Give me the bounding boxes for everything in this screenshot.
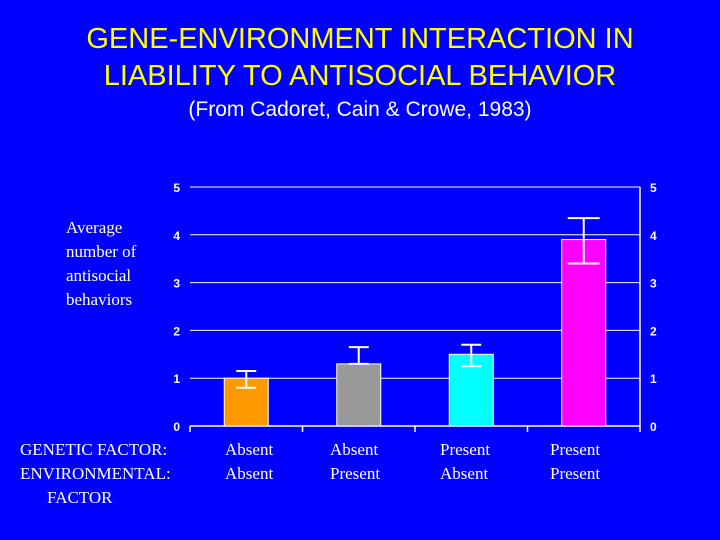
- environmental-factor-row-label: ENVIRONMENTAL:: [20, 464, 171, 483]
- y-tick-label-left: 3: [173, 277, 180, 291]
- chart-title-line-1: GENE-ENVIRONMENT INTERACTION IN: [86, 23, 634, 55]
- environmental-factor-row-label-cont: FACTOR: [47, 488, 113, 507]
- genetic-factor-row-label: GENETIC FACTOR:: [20, 440, 168, 459]
- category-label-1: Absent Absent: [225, 438, 305, 486]
- category-3-environmental-value: Absent: [440, 464, 489, 483]
- bar-2: [336, 363, 382, 427]
- y-tick-label-left: 0: [173, 420, 180, 434]
- y-tick-label-right: 1: [650, 372, 657, 386]
- category-label-3: Present Absent: [440, 438, 520, 486]
- y-tick-label-right: 0: [650, 420, 657, 434]
- category-1-environmental-value: Absent: [225, 464, 274, 483]
- y-tick-label-right: 5: [650, 181, 657, 195]
- y-tick-label-left: 5: [173, 181, 180, 195]
- y-tick-label-left: 2: [173, 324, 180, 338]
- bar-4: [561, 239, 607, 427]
- category-3-genetic-value: Present: [440, 440, 491, 459]
- y-tick-label-right: 3: [650, 277, 657, 291]
- category-4-genetic-value: Present: [550, 440, 601, 459]
- category-2-environmental-value: Present: [330, 464, 381, 483]
- chart-subtitle: (From Cadoret, Cain & Crowe, 1983): [188, 98, 532, 121]
- y-axis-label: Average number of antisocial behaviors: [66, 218, 137, 309]
- chart-title-line-2: LIABILITY TO ANTISOCIAL BEHAVIOR: [103, 60, 617, 92]
- category-1-genetic-value: Absent: [225, 440, 274, 459]
- category-4-environmental-value: Present: [550, 464, 601, 483]
- category-2-genetic-value: Absent: [330, 440, 379, 459]
- y-tick-label-left: 4: [173, 229, 180, 243]
- y-tick-label-left: 1: [173, 372, 180, 386]
- y-tick-label-right: 2: [650, 324, 657, 338]
- y-tick-label-right: 4: [650, 229, 657, 243]
- category-label-4: Present Present: [550, 438, 630, 486]
- category-label-2: Absent Present: [330, 438, 410, 486]
